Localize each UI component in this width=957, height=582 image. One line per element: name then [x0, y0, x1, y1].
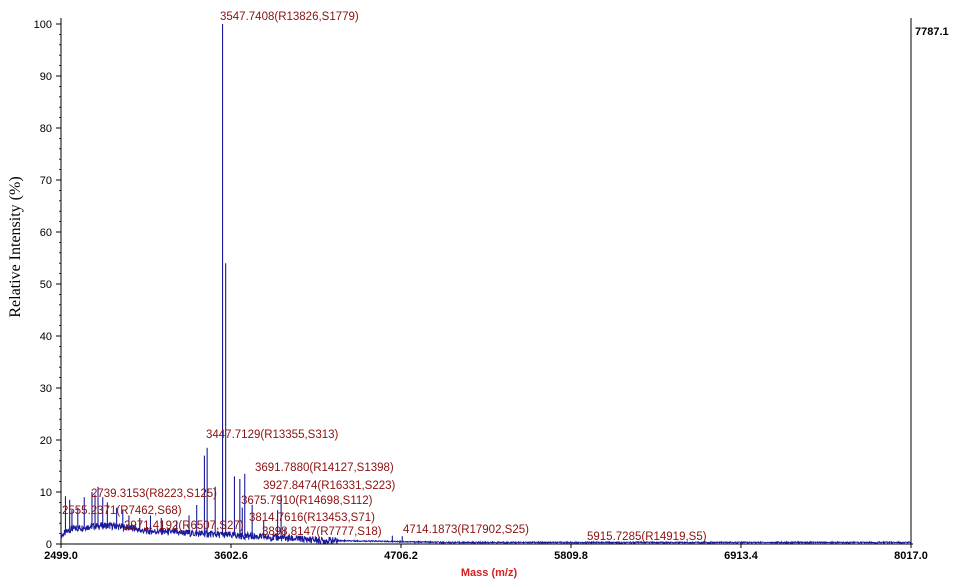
y-tick-label: 30 — [40, 383, 52, 395]
peak-label: 4714.1873(R17902,S25) — [403, 524, 529, 536]
y-tick-label: 0 — [46, 539, 52, 551]
max-intensity-label: 7787.1 — [915, 26, 949, 38]
y-tick-label: 10 — [40, 487, 52, 499]
peak-label: 5915.7285(R14919,S5) — [587, 531, 707, 543]
y-axis-label: Relative Intensity (%) — [7, 176, 24, 317]
y-tick-label: 50 — [40, 279, 52, 291]
x-tick-label: 2499.0 — [44, 550, 78, 562]
x-tick-label: 3602.6 — [214, 550, 248, 562]
peak-label: 2739.3153(R8223,S125) — [91, 488, 217, 500]
spectrum-trace — [60, 24, 912, 545]
y-tick-label: 90 — [40, 71, 52, 83]
peak-label: 3447.7129(R13355,S313) — [206, 429, 339, 441]
x-tick-label: 6913.4 — [724, 550, 759, 562]
peak-label: 3547.7408(R13826,S1779) — [220, 11, 359, 23]
peak-label: 3927.8474(R16331,S223) — [263, 480, 396, 492]
y-tick-label: 60 — [40, 227, 52, 239]
x-axis-label: Mass (m/z) — [461, 567, 518, 579]
peak-label: 2555.2371(R7462,S68) — [62, 505, 182, 517]
y-tick-label: 20 — [40, 435, 52, 447]
axes: 0 10 20 30 40 50 60 70 80 90 100 2499.0 3602.6 4706.2… — [34, 18, 928, 562]
x-tick-label: 8017.0 — [894, 550, 928, 562]
peak-label: 2971.4192(R6507,S27) — [124, 520, 244, 532]
peak-labels: 3547.7408(R13826,S1779) 3447.7129(R13355,… — [62, 11, 707, 543]
peak-label: 3675.7910(R14698,S112) — [241, 495, 373, 507]
peak-label: 3814.7616(R13453,S71) — [249, 512, 375, 524]
x-tick-label: 4706.2 — [384, 550, 418, 562]
y-tick-label: 100 — [34, 19, 52, 31]
x-tick-label: 5809.8 — [554, 550, 588, 562]
y-tick-label: 80 — [40, 123, 52, 135]
y-tick-label: 40 — [40, 331, 52, 343]
peak-label: 3898.8147(R7777,S18) — [262, 526, 382, 538]
spectrum-baseline — [60, 521, 912, 545]
y-tick-label: 70 — [40, 175, 52, 187]
peak-label: 3691.7880(R14127,S1398) — [255, 462, 394, 474]
